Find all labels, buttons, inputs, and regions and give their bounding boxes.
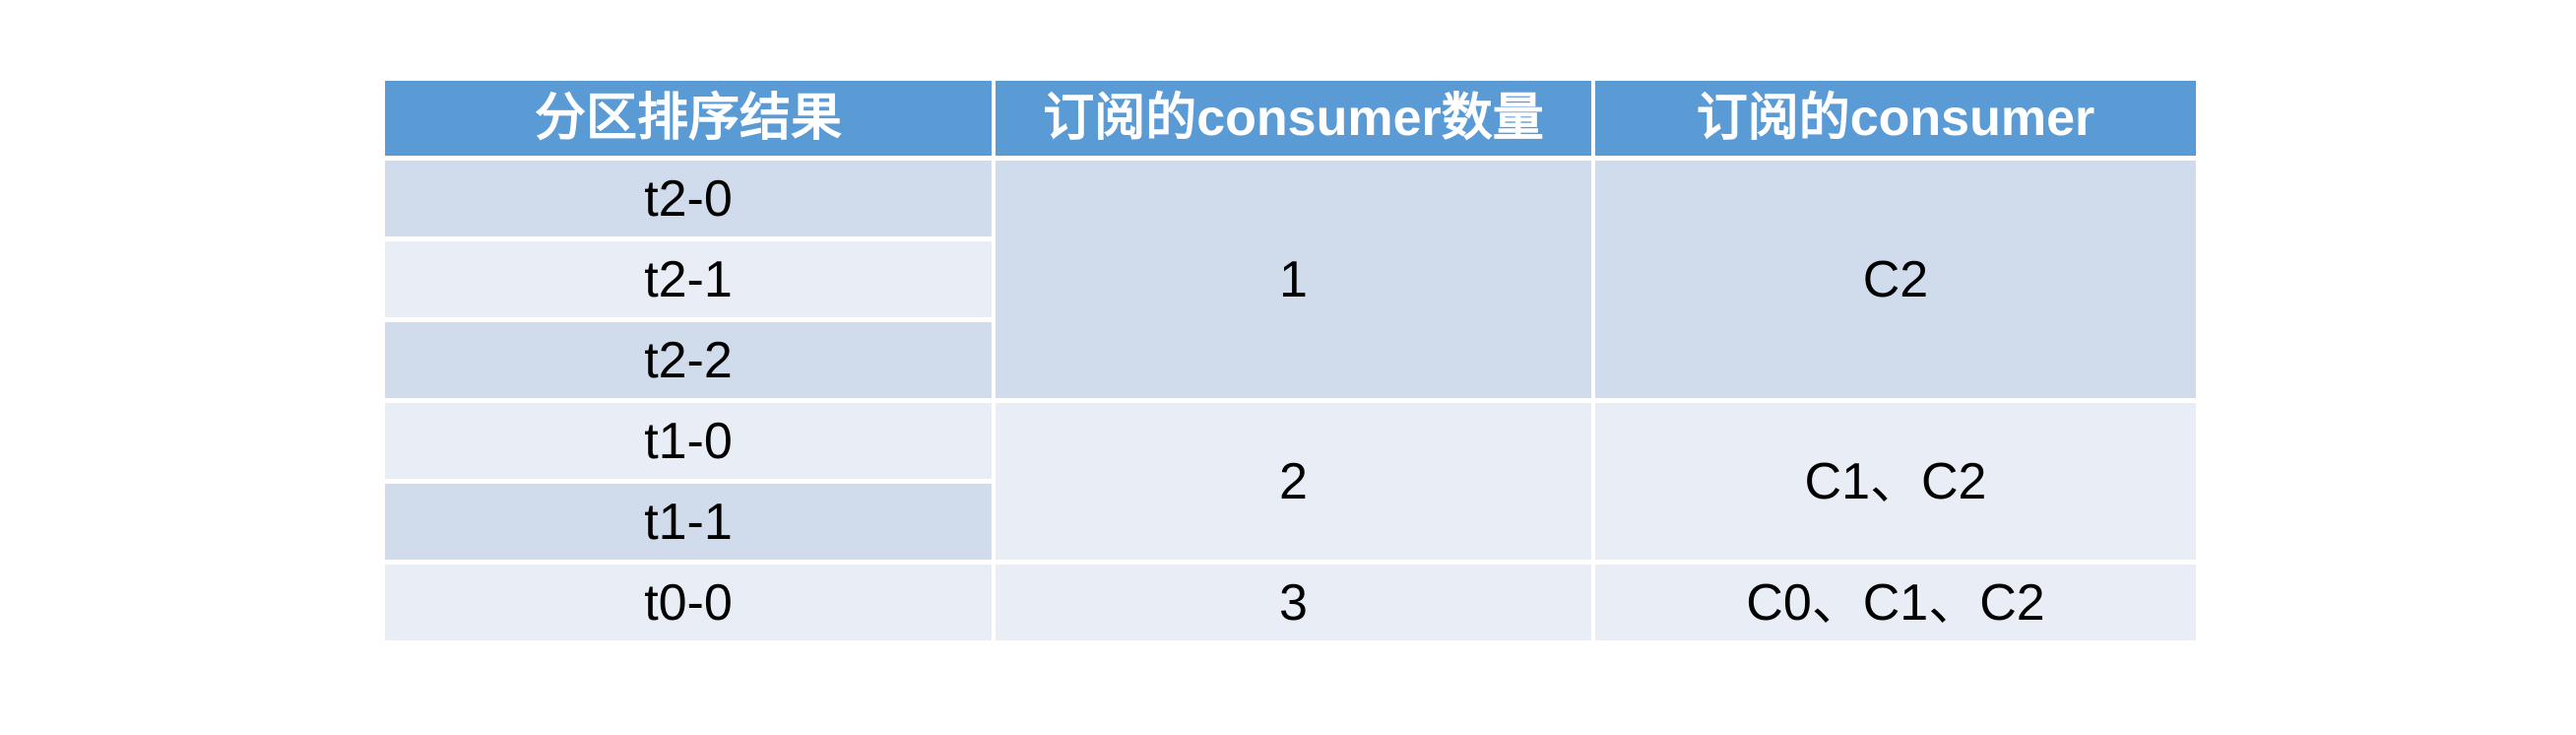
header-cell-partition-sort-result: 分区排序结果: [385, 81, 992, 156]
consumers-cell-group1: C2: [1595, 161, 2196, 398]
consumer-count-cell-group1: 1: [996, 161, 1591, 398]
header-cell-subscribed-consumer: 订阅的consumer: [1595, 81, 2196, 156]
consumers-cell-group2: C1、C2: [1595, 403, 2196, 560]
partition-cell-t2-2: t2-2: [385, 322, 992, 398]
partition-cell-t0-0: t0-0: [385, 565, 992, 640]
partition-consumer-table: 分区排序结果 订阅的consumer数量 订阅的consumer t2-0 t2…: [385, 81, 2196, 640]
header-cell-consumer-count: 订阅的consumer数量: [996, 81, 1591, 156]
consumer-count-cell-group2: 2: [996, 403, 1591, 560]
partition-cell-t1-1: t1-1: [385, 484, 992, 560]
consumers-cell-group3: C0、C1、C2: [1595, 565, 2196, 640]
partition-cell-t2-1: t2-1: [385, 241, 992, 317]
partition-cell-t2-0: t2-0: [385, 161, 992, 236]
partition-cell-t1-0: t1-0: [385, 403, 992, 479]
consumer-count-cell-group3: 3: [996, 565, 1591, 640]
